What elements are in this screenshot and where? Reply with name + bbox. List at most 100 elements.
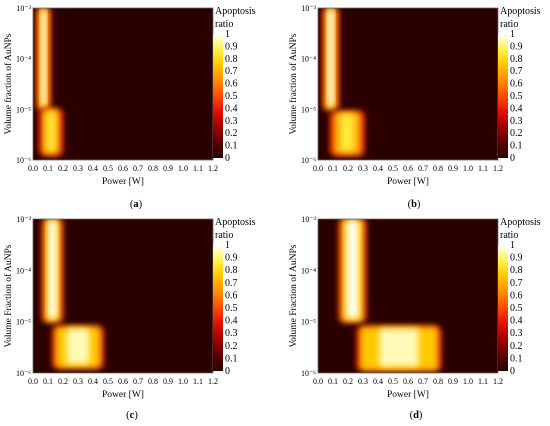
x-tick-label: 1.1 — [193, 377, 203, 386]
colorbar-title-sub: ratio — [500, 19, 518, 30]
colorbar-title-sub: ratio — [500, 230, 518, 241]
colorbar-title: Apoptosis — [500, 6, 541, 17]
x-tick-label: 0.1 — [43, 164, 53, 173]
colorbar-tick-label: 0.6 — [510, 290, 523, 301]
colorbar-tick-label: 0.9 — [225, 253, 238, 264]
heatmap-region-core — [379, 328, 419, 367]
y-tick-label: 10⁻⁶ — [301, 156, 316, 165]
heatmap-region-core — [46, 111, 56, 151]
colorbar-tick-label: 0.7 — [510, 278, 523, 289]
x-tick-label: 0.3 — [73, 377, 83, 386]
x-tick-label: 0.1 — [43, 377, 53, 386]
x-tick-label: 1.0 — [463, 377, 473, 386]
y-tick-label: 10⁻⁴ — [16, 266, 31, 275]
x-tick-label: 1.2 — [208, 377, 218, 386]
colorbar-tick-label: 0.4 — [510, 103, 523, 114]
colorbar-tick-label: 0.2 — [510, 128, 523, 139]
x-tick-label: 0.8 — [433, 377, 443, 386]
colorbar-tick-label: 0.1 — [510, 353, 523, 364]
colorbar — [213, 245, 223, 371]
x-tick-label: 0.9 — [163, 164, 173, 173]
y-tick-label: 10⁻⁴ — [16, 55, 31, 64]
x-tick-label: 0.9 — [163, 377, 173, 386]
x-tick-label: 0.7 — [133, 377, 143, 386]
colorbar-tick-label: 0.7 — [225, 66, 238, 77]
x-tick-label: 0.8 — [148, 164, 158, 173]
colorbar-tick-label: 0.8 — [510, 265, 523, 276]
y-tick-label: 10⁻⁶ — [16, 156, 31, 165]
x-tick-label: 0.7 — [133, 164, 143, 173]
x-tick-label: 0.3 — [73, 164, 83, 173]
x-tick-label: 0.4 — [373, 377, 383, 386]
colorbar-tick-label: 0.7 — [510, 66, 523, 77]
panel-label: (a) — [130, 199, 143, 210]
colorbar — [498, 34, 508, 158]
y-tick-label: 10⁻⁶ — [301, 369, 316, 378]
colorbar-tick-label: 1 — [225, 29, 230, 40]
x-tick-label: 1.0 — [178, 377, 188, 386]
colorbar-title: Apoptosis — [215, 217, 256, 228]
y-tick-label: 10⁻⁴ — [301, 55, 316, 64]
colorbar-tick-label: 0.8 — [510, 54, 523, 65]
x-tick-label: 0.2 — [58, 164, 68, 173]
x-tick-label: 0.0 — [28, 164, 38, 173]
x-tick-label: 0.7 — [418, 164, 428, 173]
colorbar-tick-label: 0.4 — [225, 103, 238, 114]
x-tick-label: 0.6 — [403, 377, 413, 386]
heatmap-region-core — [328, 10, 334, 106]
heatmap-region-core — [347, 221, 358, 318]
colorbar-tick-label: 0.9 — [510, 253, 523, 264]
heatmap-panel-3: 0.0 0.1 0.2 0.3 0.4 0.5 0.6 0.7 0.8 0.9 1.0 1.1 1.21… — [3, 215, 256, 421]
x-tick-label: 0.0 — [28, 377, 38, 386]
x-tick-label: 0.6 — [118, 377, 128, 386]
x-tick-label: 0.5 — [103, 377, 113, 386]
y-tick-label: 10⁻³ — [301, 4, 316, 13]
colorbar-tick-label: 0 — [225, 366, 230, 377]
x-tick-label: 1.0 — [178, 164, 188, 173]
colorbar-tick-label: 0.6 — [225, 79, 238, 90]
colorbar — [213, 34, 223, 158]
x-tick-label: 0.2 — [343, 377, 353, 386]
colorbar-title-sub: ratio — [215, 230, 233, 241]
y-axis-label: Volume fraction of AuNPs — [288, 33, 299, 134]
colorbar-tick-label: 0.9 — [510, 41, 523, 52]
colorbar-tick-label: 0.3 — [510, 116, 523, 127]
x-tick-label: 0.2 — [343, 164, 353, 173]
y-tick-label: 10⁻³ — [16, 215, 31, 224]
y-tick-label: 10⁻⁵ — [16, 318, 31, 327]
x-tick-label: 1.1 — [478, 164, 488, 173]
colorbar-tick-label: 0.1 — [510, 141, 523, 152]
x-tick-label: 0.8 — [433, 164, 443, 173]
x-tick-label: 0.7 — [418, 377, 428, 386]
y-tick-label: 10⁻³ — [16, 4, 31, 13]
colorbar-tick-label: 1 — [510, 29, 515, 40]
x-tick-label: 1.1 — [193, 164, 203, 173]
x-tick-label: 0.5 — [388, 164, 398, 173]
y-tick-label: 10⁻⁵ — [301, 105, 316, 114]
panel-label: (d) — [410, 410, 423, 421]
x-tick-label: 1.2 — [493, 377, 503, 386]
colorbar-tick-label: 0 — [225, 153, 230, 164]
colorbar-tick-label: 0.2 — [225, 128, 238, 139]
colorbar-tick-label: 0.3 — [225, 116, 238, 127]
colorbar-tick-label: 0.4 — [510, 316, 523, 327]
colorbar-tick-label: 0.2 — [510, 341, 523, 352]
x-axis-label: Power [W] — [387, 390, 429, 400]
x-axis-label: Power [W] — [102, 177, 144, 187]
x-tick-label: 0.2 — [58, 377, 68, 386]
colorbar-tick-label: 0.3 — [225, 328, 238, 339]
colorbar-title: Apoptosis — [215, 6, 256, 17]
x-tick-label: 0.5 — [103, 164, 113, 173]
heatmap-region-core — [41, 10, 46, 106]
y-tick-label: 10⁻³ — [301, 215, 316, 224]
heatmap-region-core — [48, 221, 57, 318]
x-tick-label: 1.2 — [493, 164, 503, 173]
x-tick-label: 0.1 — [328, 377, 338, 386]
colorbar-tick-label: 0.4 — [225, 316, 238, 327]
x-tick-label: 0.8 — [148, 377, 158, 386]
colorbar-tick-label: 0.6 — [225, 290, 238, 301]
y-tick-label: 10⁻⁴ — [301, 266, 316, 275]
x-tick-label: 0.6 — [403, 164, 413, 173]
x-tick-label: 1.0 — [463, 164, 473, 173]
